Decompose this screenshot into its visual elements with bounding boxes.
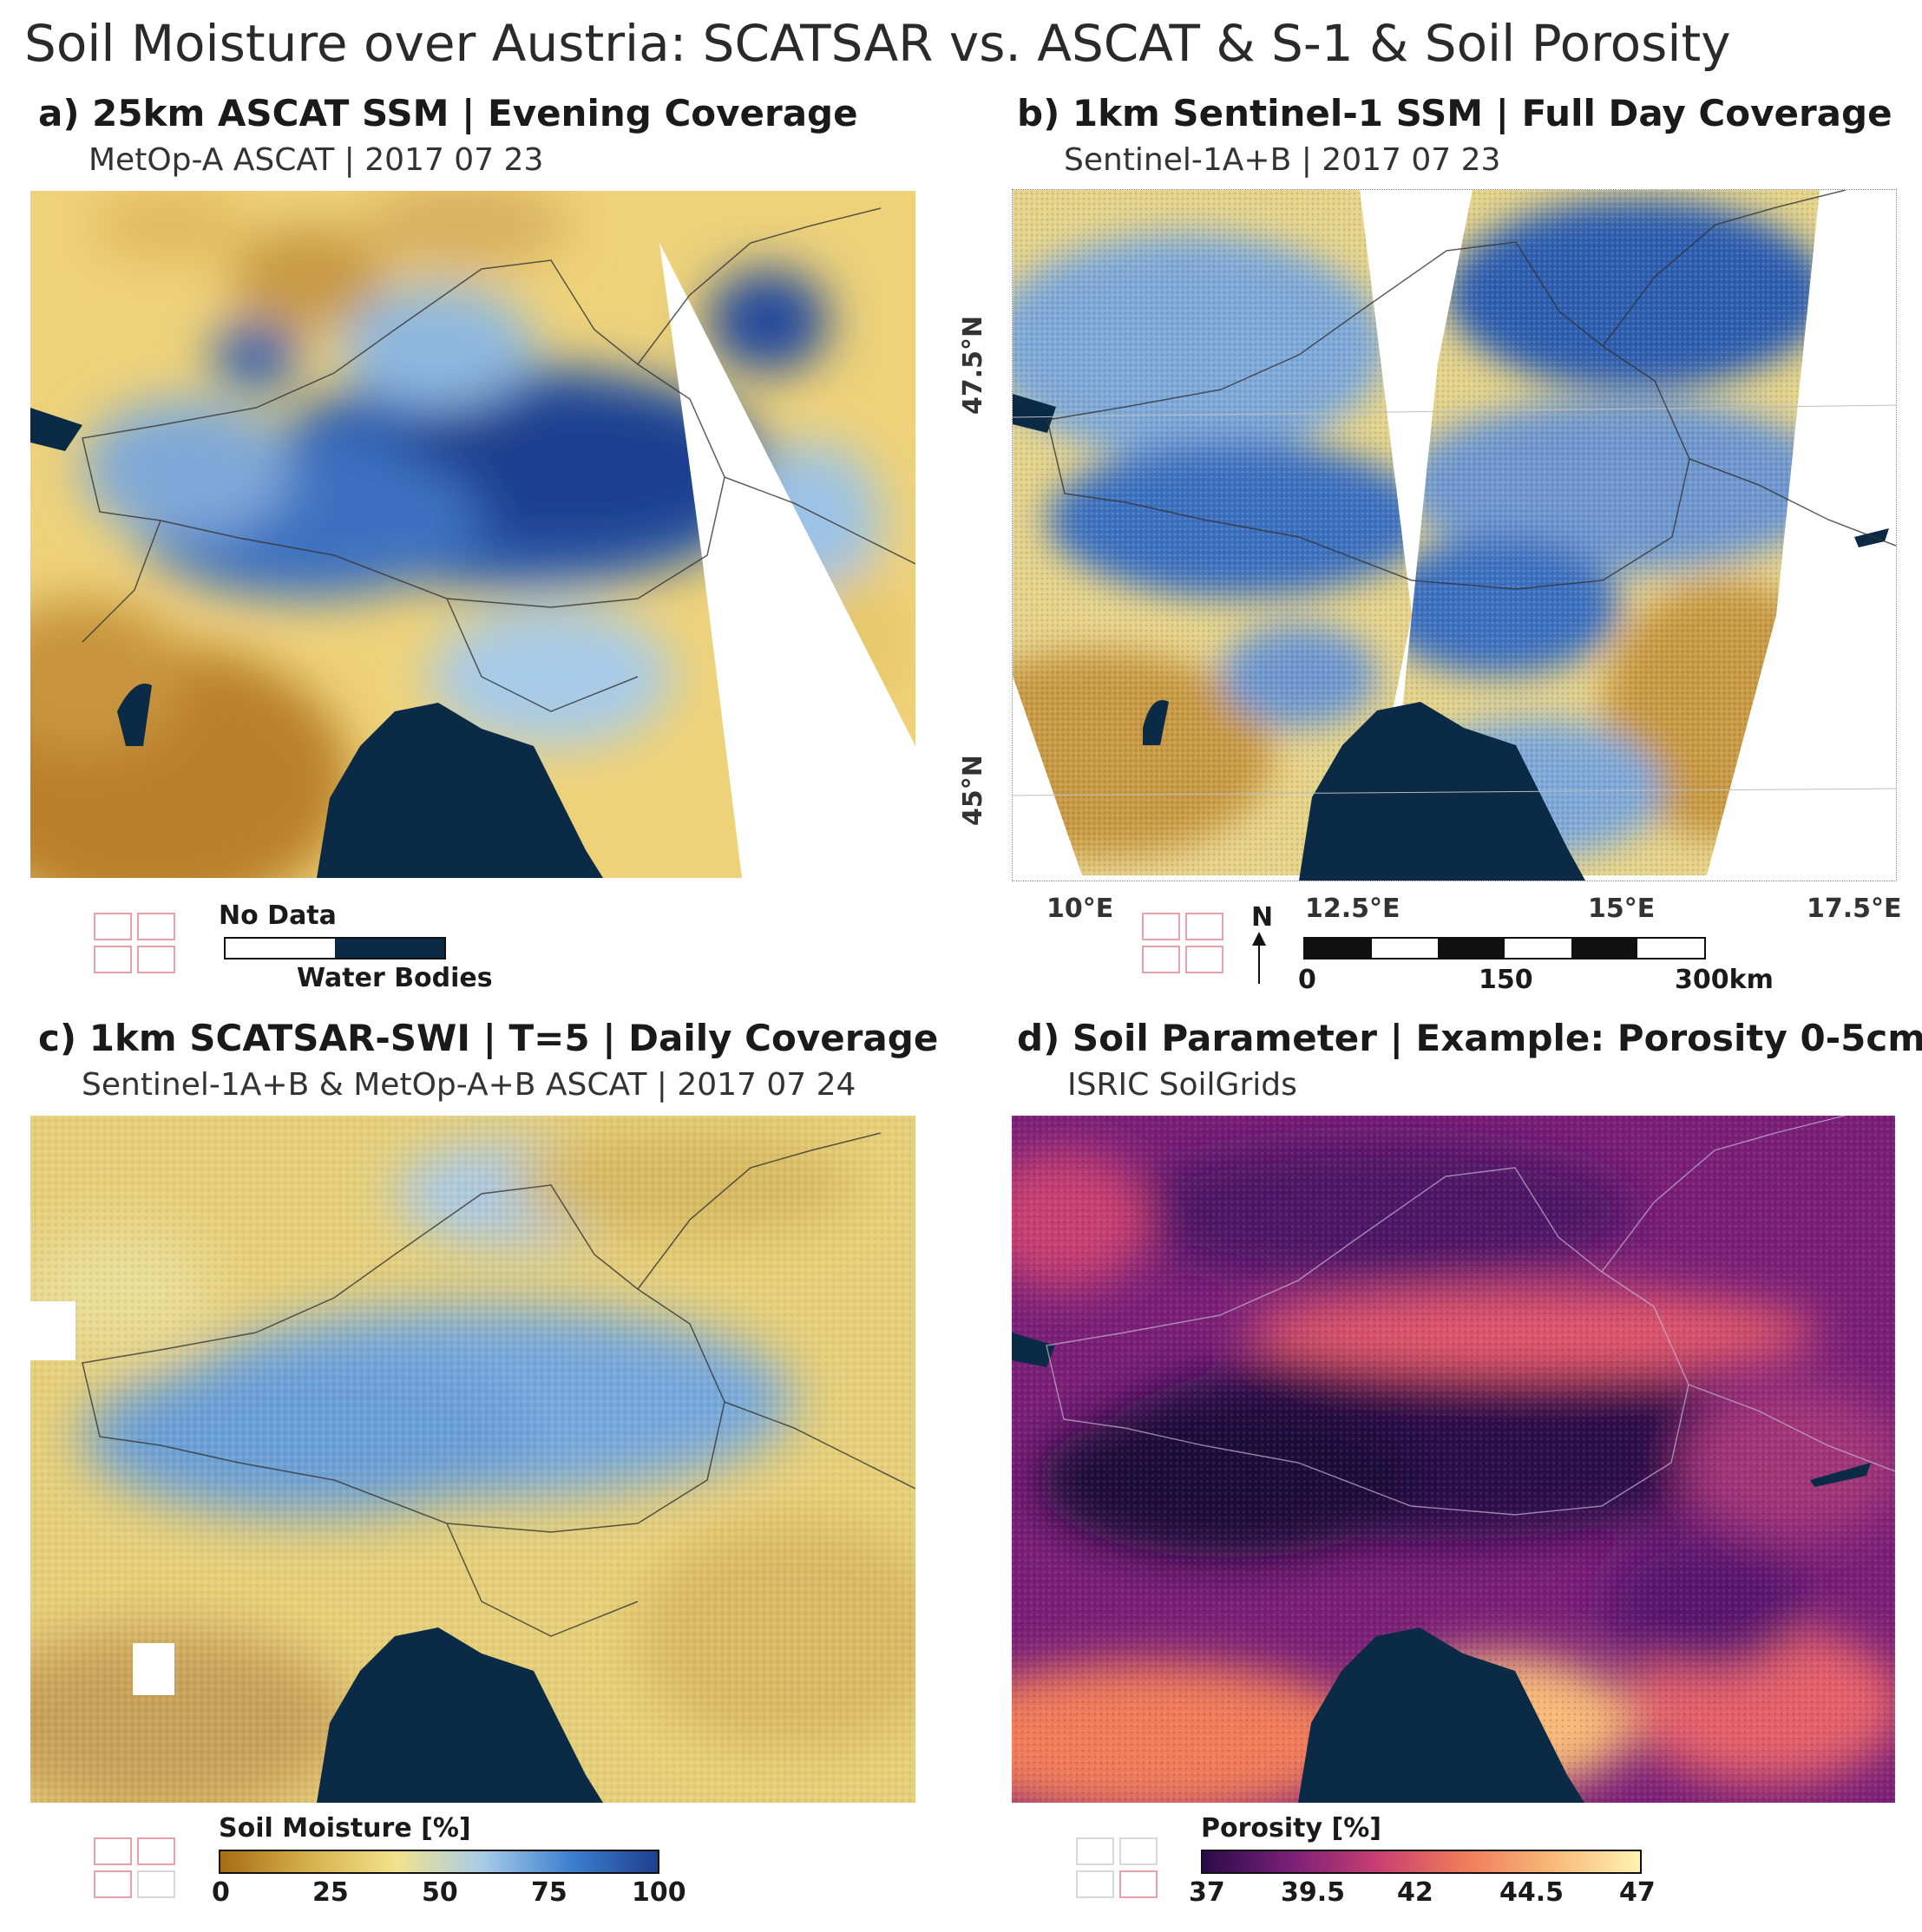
lon-label-10: 10°E [1046, 894, 1114, 924]
moisture-tick: 25 [312, 1877, 349, 1908]
panel-a-title: a) 25km ASCAT SSM | Evening Coverage [38, 92, 858, 134]
no-data-swatch [226, 939, 335, 958]
porosity-tick: 39.5 [1281, 1877, 1346, 1908]
scalebar-label-0: 0 [1298, 965, 1316, 995]
panel-d-map [1012, 1116, 1895, 1803]
water-swatch [335, 939, 444, 958]
water-bodies-label: Water Bodies [297, 963, 493, 993]
porosity-tick: 42 [1397, 1877, 1433, 1908]
panel-d-subtitle: ISRIC SoilGrids [1067, 1067, 1297, 1103]
panel-layout-indicator-a [94, 913, 175, 973]
porosity-tick: 37 [1189, 1877, 1225, 1908]
no-data-label: No Data [219, 901, 337, 931]
porosity-tick: 44.5 [1499, 1877, 1564, 1908]
panel-d-title: d) Soil Parameter | Example: Porosity 0-… [1017, 1017, 1922, 1059]
panel-b-map [1012, 189, 1897, 881]
lon-label-17-5: 17.5°E [1807, 894, 1902, 924]
north-label: N [1251, 902, 1274, 933]
panel-b-subtitle: Sentinel-1A+B | 2017 07 23 [1064, 142, 1501, 178]
panel-a-subtitle: MetOp-A ASCAT | 2017 07 23 [89, 142, 544, 178]
north-arrow-icon [1258, 937, 1260, 984]
nodata-water-swatch [224, 937, 446, 959]
panel-a-map [30, 191, 915, 878]
porosity-tick: 47 [1619, 1877, 1656, 1908]
panel-layout-indicator-d [1076, 1837, 1158, 1898]
porosity-label: Porosity [%] [1201, 1813, 1381, 1844]
soil-moisture-label: Soil Moisture [%] [219, 1813, 471, 1844]
panel-c-subtitle: Sentinel-1A+B & MetOp-A+B ASCAT | 2017 0… [82, 1067, 856, 1103]
north-arrowhead-icon [1252, 932, 1266, 946]
lat-label-47-5: 47.5°N [958, 315, 988, 415]
lon-label-15: 15°E [1588, 894, 1656, 924]
moisture-tick: 75 [531, 1877, 567, 1908]
moisture-tick: 50 [422, 1877, 458, 1908]
lat-label-45: 45°N [958, 755, 988, 826]
soil-moisture-colorbar [219, 1850, 659, 1874]
figure-title: Soil Moisture over Austria: SCATSAR vs. … [24, 14, 1731, 73]
panel-b-title: b) 1km Sentinel-1 SSM | Full Day Coverag… [1017, 92, 1892, 134]
porosity-colorbar [1201, 1850, 1642, 1874]
panel-layout-indicator-b [1142, 913, 1223, 973]
scalebar-label-150: 150 [1479, 965, 1533, 995]
scalebar-label-300: 300km [1675, 965, 1774, 995]
lon-label-12-5: 12.5°E [1305, 894, 1401, 924]
panel-layout-indicator-c [94, 1837, 175, 1898]
moisture-tick: 0 [212, 1877, 230, 1908]
panel-c-title: c) 1km SCATSAR-SWI | T=5 | Daily Coverag… [38, 1017, 939, 1059]
scalebar [1303, 937, 1706, 959]
panel-c-map [30, 1116, 915, 1803]
moisture-tick: 100 [632, 1877, 686, 1908]
